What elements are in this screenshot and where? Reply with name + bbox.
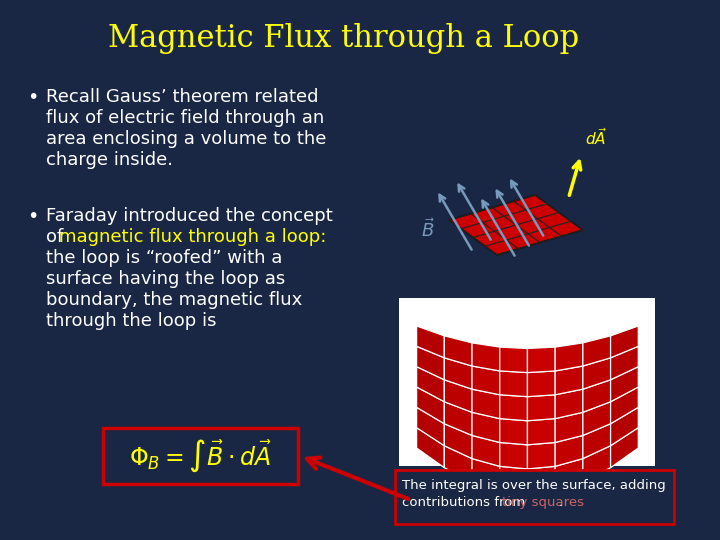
Polygon shape bbox=[528, 418, 555, 445]
Polygon shape bbox=[583, 402, 611, 435]
Polygon shape bbox=[472, 366, 500, 395]
Text: through the loop is: through the loop is bbox=[46, 312, 217, 330]
Polygon shape bbox=[417, 428, 444, 468]
Polygon shape bbox=[611, 387, 639, 424]
Polygon shape bbox=[444, 358, 472, 389]
Text: area enclosing a volume to the: area enclosing a volume to the bbox=[46, 130, 326, 148]
Text: Faraday introduced the concept: Faraday introduced the concept bbox=[46, 207, 333, 225]
Polygon shape bbox=[528, 395, 555, 421]
Text: flux of electric field through an: flux of electric field through an bbox=[46, 109, 324, 127]
Polygon shape bbox=[417, 326, 444, 358]
Polygon shape bbox=[500, 371, 528, 397]
Text: contributions from: contributions from bbox=[402, 496, 530, 509]
Polygon shape bbox=[555, 435, 583, 467]
Polygon shape bbox=[449, 195, 583, 255]
Polygon shape bbox=[417, 387, 444, 424]
Polygon shape bbox=[583, 446, 611, 482]
Polygon shape bbox=[611, 407, 639, 446]
Polygon shape bbox=[555, 458, 583, 490]
FancyBboxPatch shape bbox=[400, 298, 655, 466]
FancyBboxPatch shape bbox=[103, 428, 298, 484]
Polygon shape bbox=[583, 424, 611, 458]
Polygon shape bbox=[611, 346, 639, 380]
Polygon shape bbox=[444, 336, 472, 366]
Polygon shape bbox=[444, 380, 472, 413]
Text: tiny squares: tiny squares bbox=[502, 496, 584, 509]
Polygon shape bbox=[583, 358, 611, 389]
Polygon shape bbox=[555, 389, 583, 418]
Text: the loop is “roofed” with a: the loop is “roofed” with a bbox=[46, 249, 282, 267]
Polygon shape bbox=[472, 458, 500, 490]
Text: $d\vec{A}$: $d\vec{A}$ bbox=[585, 127, 607, 148]
Polygon shape bbox=[528, 442, 555, 469]
Polygon shape bbox=[472, 413, 500, 442]
Polygon shape bbox=[417, 346, 444, 380]
Text: The integral is over the surface, adding: The integral is over the surface, adding bbox=[402, 479, 666, 492]
Polygon shape bbox=[500, 442, 528, 469]
Polygon shape bbox=[500, 467, 528, 493]
Text: magnetic flux through a loop:: magnetic flux through a loop: bbox=[59, 228, 327, 246]
Polygon shape bbox=[500, 347, 528, 373]
Text: of: of bbox=[46, 228, 69, 246]
Polygon shape bbox=[528, 347, 555, 373]
Polygon shape bbox=[583, 380, 611, 413]
Polygon shape bbox=[500, 395, 528, 421]
Text: Recall Gauss’ theorem related: Recall Gauss’ theorem related bbox=[46, 88, 318, 106]
Polygon shape bbox=[528, 467, 555, 493]
Polygon shape bbox=[500, 418, 528, 445]
Polygon shape bbox=[472, 343, 500, 371]
Text: surface having the loop as: surface having the loop as bbox=[46, 270, 285, 288]
FancyBboxPatch shape bbox=[395, 470, 674, 524]
Text: •: • bbox=[27, 207, 38, 226]
Polygon shape bbox=[444, 424, 472, 458]
Polygon shape bbox=[472, 435, 500, 467]
Polygon shape bbox=[555, 366, 583, 395]
Polygon shape bbox=[417, 367, 444, 402]
Text: charge inside.: charge inside. bbox=[46, 151, 173, 169]
Text: .: . bbox=[559, 496, 563, 509]
Polygon shape bbox=[611, 326, 639, 358]
Text: $\Phi_B = \int \vec{B} \cdot d\vec{A}$: $\Phi_B = \int \vec{B} \cdot d\vec{A}$ bbox=[130, 438, 272, 474]
Polygon shape bbox=[611, 428, 639, 468]
Polygon shape bbox=[555, 343, 583, 371]
Polygon shape bbox=[444, 402, 472, 435]
Polygon shape bbox=[444, 446, 472, 482]
Polygon shape bbox=[555, 413, 583, 442]
Text: •: • bbox=[27, 88, 38, 107]
Text: $\vec{B}$: $\vec{B}$ bbox=[420, 219, 435, 241]
Text: boundary, the magnetic flux: boundary, the magnetic flux bbox=[46, 291, 302, 309]
Polygon shape bbox=[472, 389, 500, 418]
Polygon shape bbox=[583, 336, 611, 366]
Polygon shape bbox=[611, 367, 639, 402]
Polygon shape bbox=[417, 407, 444, 446]
Polygon shape bbox=[528, 371, 555, 397]
Text: Magnetic Flux through a Loop: Magnetic Flux through a Loop bbox=[109, 23, 580, 53]
